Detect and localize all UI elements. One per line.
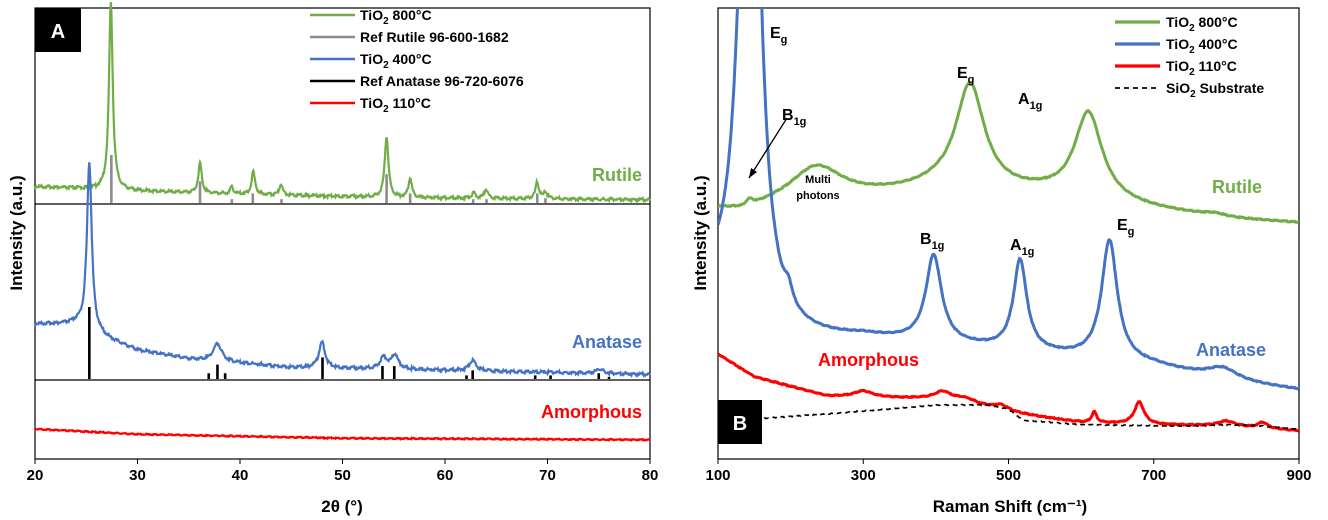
panel-a-tick-label: 70 xyxy=(539,467,556,484)
panel-a-y-axis-label: Intensity (a.u.) xyxy=(7,175,26,290)
panel-b-tick-label: 300 xyxy=(851,467,876,484)
panel-a-x-axis-label: 2θ (°) xyxy=(321,497,363,516)
panel-a-anatase-label: Anatase xyxy=(572,332,642,352)
panel-b-tick-label: 700 xyxy=(1141,467,1166,484)
panel-b-tick-label: 900 xyxy=(1286,467,1311,484)
panel-b-tick-label: 500 xyxy=(996,467,1021,484)
panel-b-x-ticks: 100 300 500 700 900 xyxy=(705,459,1311,484)
panel-a-x-ticks: 20 30 40 50 60 70 80 xyxy=(27,459,659,484)
panel-b-rutile-label: Rutile xyxy=(1212,177,1262,197)
panel-a-tick-label: 60 xyxy=(437,467,454,484)
panel-a-tick-label: 30 xyxy=(129,467,146,484)
panel-a-badge-label: A xyxy=(51,21,65,43)
panel-a-frame xyxy=(35,8,650,459)
panel-b-tick-label: 100 xyxy=(705,467,730,484)
panel-a-legend-entry: Ref Rutile 96-600-1682 xyxy=(360,29,509,45)
panel-b-anatase-label: Anatase xyxy=(1196,340,1266,360)
panel-b-amorphous-label: Amorphous xyxy=(818,350,919,370)
panel-a-tick-label: 50 xyxy=(334,467,351,484)
panel-a-rutile-label: Rutile xyxy=(592,165,642,185)
panel-a-amorphous-label: Amorphous xyxy=(541,402,642,422)
panel-b-x-axis-label: Raman Shift (cm⁻¹) xyxy=(933,497,1087,516)
panel-b-badge-label: B xyxy=(733,413,747,435)
multiphoton-label-line2: photons xyxy=(796,190,839,202)
panel-a-tick-label: 80 xyxy=(642,467,659,484)
multiphoton-label-line1: Multi xyxy=(805,174,831,186)
panel-b-y-axis-label: Intensity (a.u.) xyxy=(691,175,710,290)
panel-a-legend-entry: Ref Anatase 96-720-6076 xyxy=(360,73,524,89)
panel-a-tick-label: 20 xyxy=(27,467,44,484)
panel-a-tick-label: 40 xyxy=(232,467,249,484)
